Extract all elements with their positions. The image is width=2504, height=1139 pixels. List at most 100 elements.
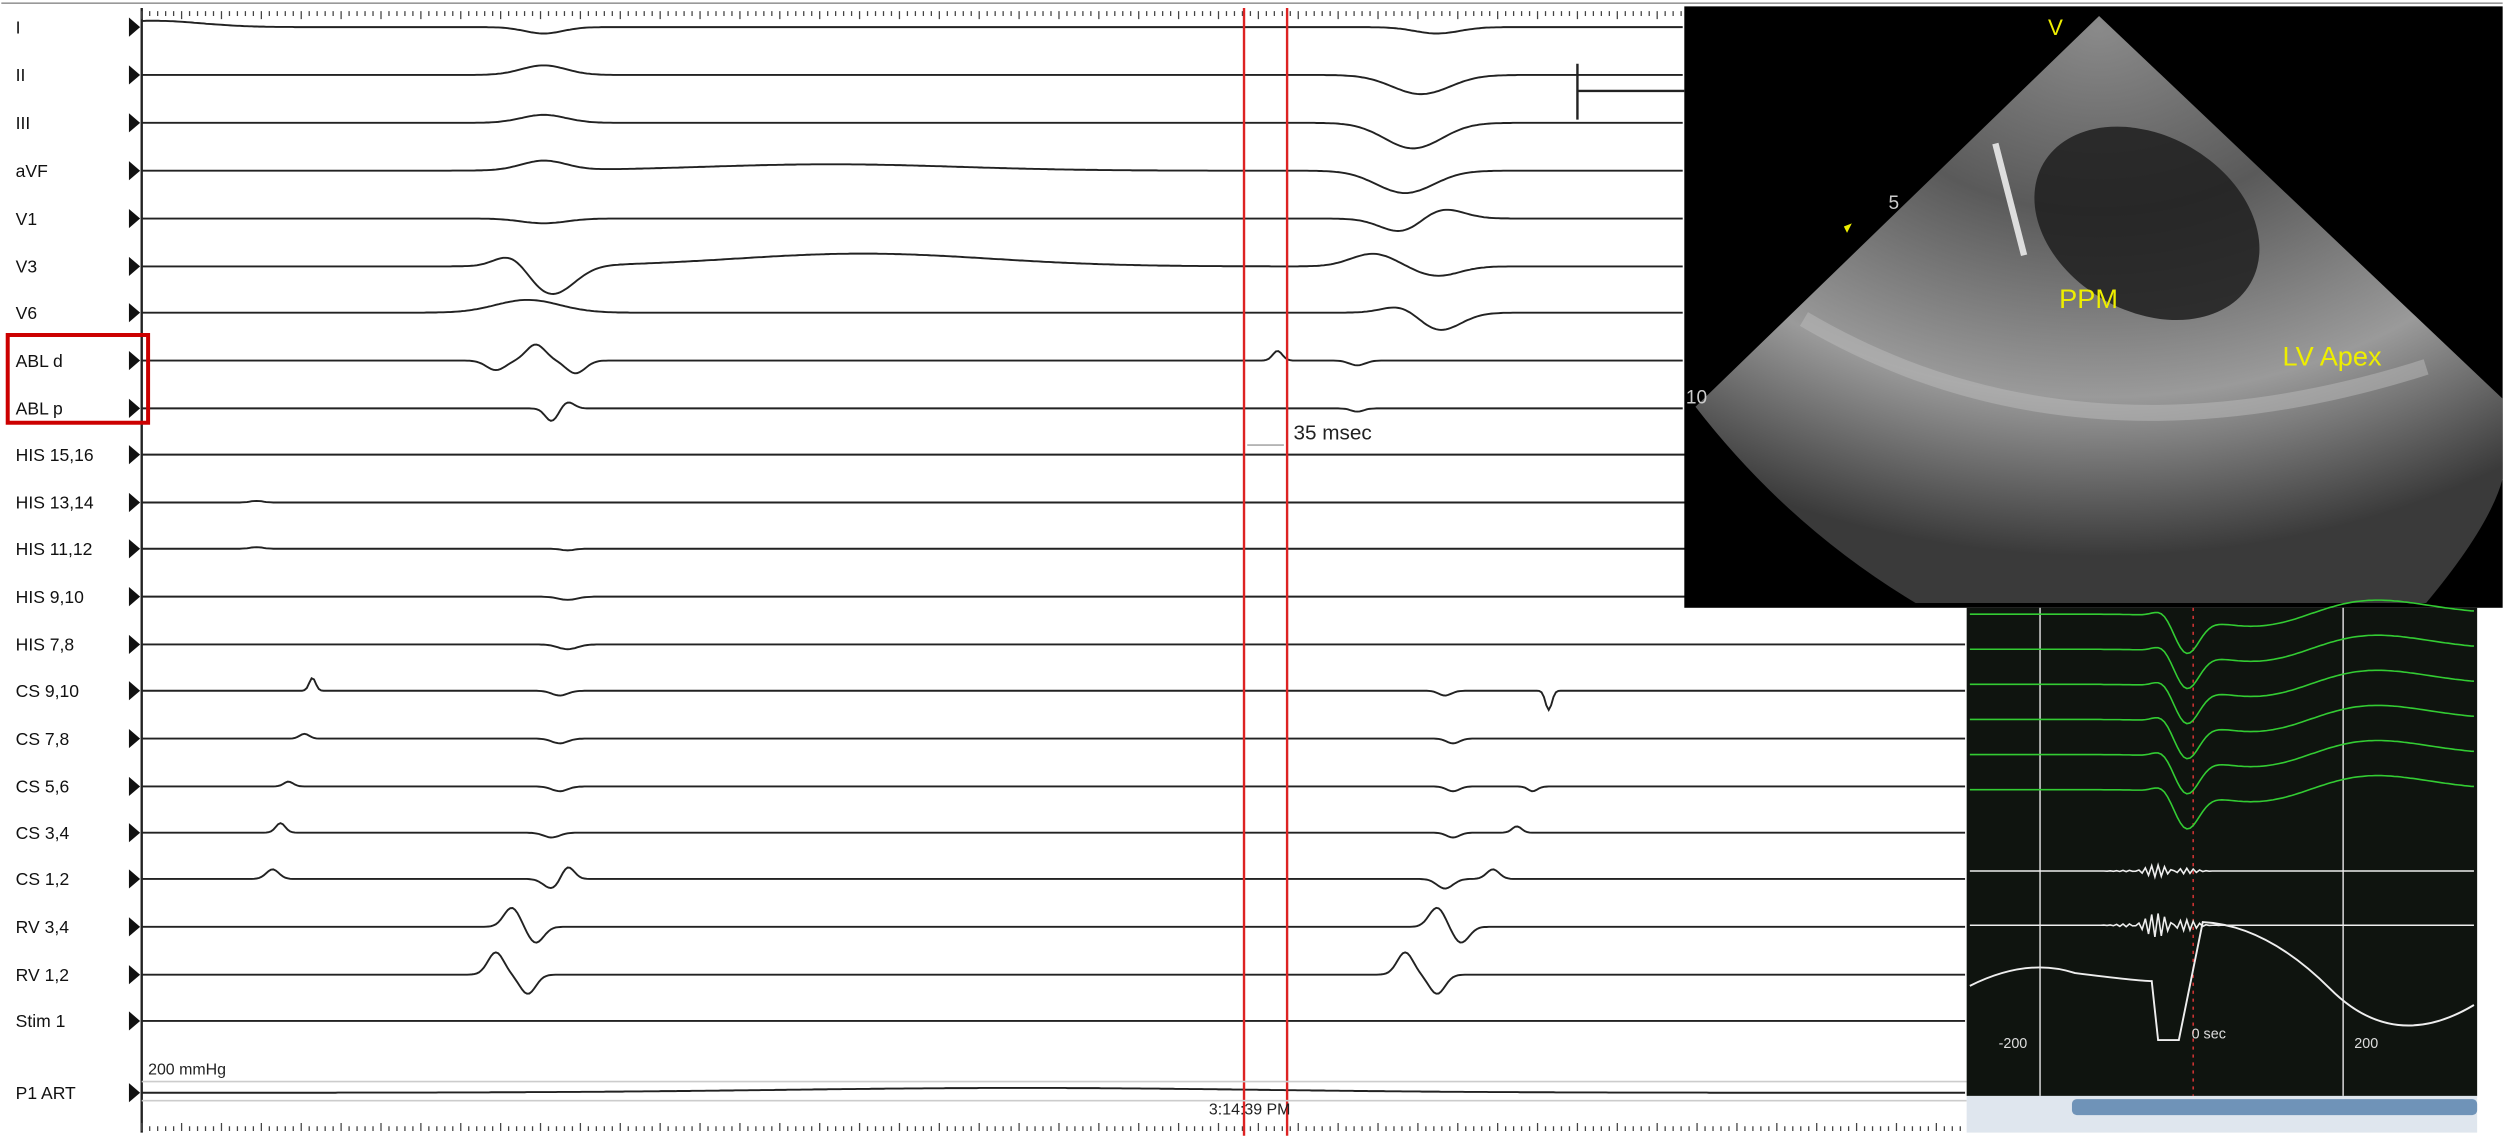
trace <box>141 19 1683 35</box>
channel-label: I <box>16 17 21 37</box>
channel-label: HIS 11,12 <box>16 539 93 559</box>
trace <box>141 401 1683 422</box>
mini-trace <box>1969 634 2474 690</box>
channel-label: aVF <box>16 161 48 181</box>
channel-marker <box>128 65 141 85</box>
channel-label: ABL p <box>16 399 63 419</box>
channel-marker <box>128 350 141 371</box>
echo-image: V PPM LV Apex 5 10 <box>1684 6 2503 608</box>
channel-label: Stim 1 <box>16 1011 66 1031</box>
channel-marker <box>128 445 141 465</box>
channel-label: HIS 7,8 <box>16 635 74 655</box>
channel-marker <box>128 303 141 323</box>
channel-label: CS 7,8 <box>16 729 70 749</box>
catheter <box>1992 142 2028 257</box>
channel-label: HIS 13,14 <box>16 493 94 513</box>
channel-marker <box>128 965 141 985</box>
mini-axis-label: -200 <box>1999 1036 2028 1052</box>
trace <box>141 643 1966 651</box>
channel-label: CS 3,4 <box>16 823 70 843</box>
interval-label: 35 msec <box>1293 421 1371 444</box>
mini-axis-label: 200 <box>2354 1036 2378 1052</box>
mini-trace <box>1969 862 2474 880</box>
channel-label: ABL d <box>16 351 63 371</box>
trace <box>141 252 1683 295</box>
timestamp: 3:14:39 PM <box>1209 1102 1291 1119</box>
channel-label: CS 1,2 <box>16 869 70 889</box>
pressure-scale-label: 200 mmHg <box>148 1062 226 1079</box>
mini-trace <box>1969 704 2474 760</box>
trace <box>141 298 1683 331</box>
highlight-box <box>5 333 151 425</box>
channel-label: V6 <box>16 303 37 323</box>
lv-cavity <box>2034 126 2260 321</box>
traces <box>141 19 1966 1094</box>
trace <box>141 159 1683 194</box>
channel-marker <box>128 256 141 276</box>
channel-marker <box>128 634 141 655</box>
channel-label: II <box>16 65 26 85</box>
echo-sector <box>1695 15 2503 603</box>
channel-marker <box>128 161 141 181</box>
scrollbar-thumb[interactable] <box>2071 1099 2478 1116</box>
myocardium <box>1799 312 2429 421</box>
channel-label: HIS 9,10 <box>16 587 84 607</box>
channel-label: HIS 15,16 <box>16 445 94 465</box>
mini-axis-label: 0 sec <box>2192 1027 2226 1043</box>
channel-marker <box>128 113 141 133</box>
channel-marker <box>128 776 141 797</box>
trace <box>141 906 1966 944</box>
trace <box>141 866 1966 890</box>
trace <box>141 546 1966 552</box>
mini-pressure <box>1969 921 2475 1042</box>
channel-marker <box>128 587 141 607</box>
trace <box>141 951 1966 995</box>
trace <box>141 677 1966 712</box>
trace <box>141 208 1683 232</box>
channel-marker <box>128 823 141 843</box>
trace <box>141 499 1966 504</box>
channel-marker <box>128 398 141 418</box>
trace <box>141 780 1966 793</box>
mini-trace <box>1969 774 2474 830</box>
calibration-mark <box>1576 63 1685 120</box>
channel-marker <box>128 681 141 701</box>
echo-label: V <box>2048 15 2063 40</box>
channel-marker <box>128 208 141 229</box>
channel-marker <box>128 1011 141 1031</box>
channel-marker <box>128 869 141 889</box>
depth-mark: 5 <box>1889 193 1900 214</box>
focus-marker <box>1843 223 1852 233</box>
trace <box>141 1086 1966 1094</box>
channel-label: RV 3,4 <box>16 917 70 937</box>
channel-marker <box>128 729 141 749</box>
channel-label: III <box>16 113 31 133</box>
channel-label: RV 1,2 <box>16 965 69 985</box>
mini-trace <box>1969 599 2474 655</box>
channel-marker <box>128 17 141 37</box>
trace <box>141 732 1966 745</box>
trace <box>141 64 1683 96</box>
mini-trace <box>1969 669 2474 725</box>
channel-label: CS 5,6 <box>16 777 70 797</box>
time-ticks <box>141 11 1961 1132</box>
channel-label: V1 <box>16 209 37 229</box>
echo-label: PPM <box>2059 283 2118 314</box>
trace <box>141 343 1683 375</box>
channel-marker <box>128 917 141 937</box>
mini-background <box>1966 607 2478 1096</box>
trace <box>141 595 1966 601</box>
mini-panel: -200 0 sec 200 <box>1966 599 2478 1133</box>
depth-mark: 10 <box>1686 388 1707 409</box>
channel-label: V3 <box>16 257 37 277</box>
echo-label: LV Apex <box>2283 340 2382 371</box>
channel-label: P1 ART <box>16 1083 76 1103</box>
channel-label: CS 9,10 <box>16 681 80 701</box>
channel-marker <box>128 492 141 513</box>
mini-trace <box>1969 739 2474 795</box>
trace <box>141 113 1683 150</box>
trace <box>141 822 1966 839</box>
channel-marker <box>128 1083 141 1103</box>
